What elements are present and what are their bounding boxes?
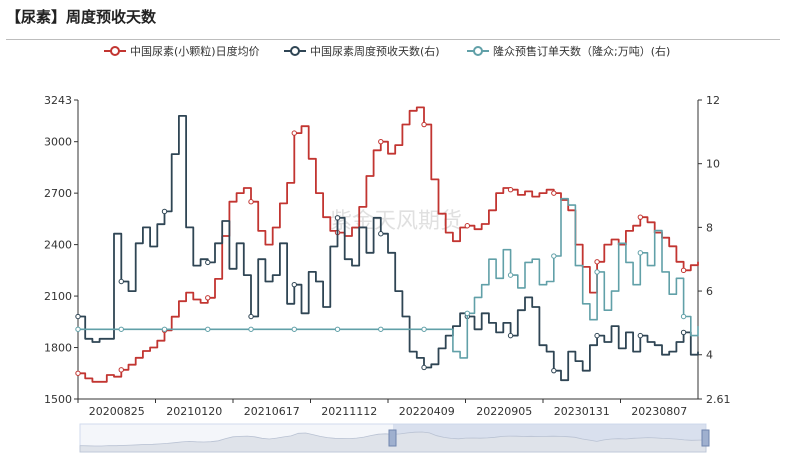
series-2-point: [507, 272, 514, 278]
series-1-point: [421, 364, 427, 371]
series-1-point: [291, 281, 297, 288]
series-2-point: [161, 326, 168, 332]
series-0-point: [248, 199, 254, 205]
y-left-tick-label: 1800: [44, 342, 72, 355]
x-tick-label: 20220409: [399, 405, 455, 418]
watermark: 紫金天风期货: [330, 209, 462, 234]
y-right-tick-label: 12: [706, 94, 720, 107]
series-2-point: [378, 326, 384, 332]
x-ticks: 20200825 20210120 20210617 20211112 20220409…: [77, 399, 687, 418]
y-left-tick-label: 3243: [44, 94, 72, 107]
series-0-point: [637, 214, 644, 220]
series-2-point: [334, 326, 341, 332]
series-1-point: [594, 332, 600, 339]
y-left-tick-label: 1500: [44, 393, 72, 406]
series-1-point: [378, 231, 384, 237]
series-layer: [75, 106, 699, 383]
series-1-point: [680, 329, 687, 336]
legend: 中国尿素(小颗粒)日度均价 中国尿素周度预收天数(右) 隆众预售订单天数（隆众;…: [104, 44, 670, 58]
legend-label-presale-days: 隆众预售订单天数（隆众;万吨）(右): [493, 44, 670, 58]
series-1-point: [507, 332, 514, 339]
series-2-point: [291, 326, 297, 332]
series-2-point: [205, 326, 211, 332]
series-1-point: [334, 215, 341, 221]
series-0-point: [680, 267, 687, 274]
series-2-point: [551, 253, 557, 259]
x-tick-label: 20211112: [321, 405, 377, 418]
y-right-tick-label: 2.61: [706, 393, 731, 406]
series-2-point: [637, 250, 644, 256]
series-1-point: [161, 208, 168, 215]
series-2-point: [464, 310, 471, 317]
x-tick-label: 20200825: [89, 405, 145, 418]
legend-label-price: 中国尿素(小颗粒)日度均价: [130, 44, 260, 58]
series-2-point: [594, 269, 600, 275]
y-right-tick-label: 4: [706, 349, 713, 362]
series-0-point: [118, 367, 124, 373]
series-line-1: [78, 115, 699, 382]
y-left-tick-label: 2700: [44, 187, 72, 200]
y-left-tick-label: 2100: [44, 290, 72, 303]
legend-label-weekly-days: 中国尿素周度预收天数(右): [310, 44, 440, 58]
series-0-point: [291, 130, 297, 136]
x-tick-label: 20230131: [554, 405, 610, 418]
series-0-point: [507, 187, 514, 193]
series-2-point: [680, 313, 687, 320]
x-tick-label: 20230807: [631, 405, 687, 418]
series-0-point: [75, 370, 81, 376]
y-right-tick-label: 8: [706, 221, 713, 234]
x-tick-label: 20210617: [244, 405, 300, 418]
series-0-point: [378, 138, 384, 145]
series-2-point: [118, 326, 124, 332]
series-0-point: [551, 190, 557, 196]
legend-item-weekly-days[interactable]: 中国尿素周度预收天数(右): [284, 44, 440, 58]
page-title: 【尿素】周度预收天数: [6, 8, 157, 26]
y-right-ticks: 2.61 4 6 8 10 12: [698, 94, 731, 406]
series-1-point: [637, 332, 644, 339]
zoom-handle-left[interactable]: [388, 429, 397, 447]
legend-item-presale-days[interactable]: 隆众预售订单天数（隆众;万吨）(右): [467, 44, 670, 58]
series-1-point: [75, 313, 81, 320]
y-left-ticks: 1500 1800 2100 2400 2700 3000 3243: [44, 94, 78, 406]
series-0-point: [464, 223, 471, 229]
legend-item-price[interactable]: 中国尿素(小颗粒)日度均价: [104, 44, 260, 58]
x-tick-label: 20220905: [476, 405, 532, 418]
y-left-tick-label: 2400: [44, 239, 72, 252]
series-2-point: [75, 326, 81, 332]
series-1-point: [118, 278, 124, 285]
y-right-tick-label: 6: [706, 285, 713, 298]
series-0-point: [421, 121, 427, 128]
series-1-point: [551, 367, 557, 374]
x-tick-label: 20210120: [166, 405, 222, 418]
data-zoom-slider[interactable]: [79, 423, 710, 453]
series-2-point: [421, 326, 427, 332]
y-left-tick-label: 3000: [44, 136, 72, 149]
series-2-point: [248, 326, 254, 332]
series-1-point: [205, 259, 211, 266]
series-1-point: [248, 313, 254, 320]
series-0-point: [205, 295, 211, 301]
series-0-point: [594, 259, 600, 265]
zoom-handle-right[interactable]: [701, 429, 710, 447]
title-divider: [6, 39, 780, 40]
y-right-tick-label: 10: [706, 158, 720, 171]
series-line-2: [78, 197, 699, 359]
